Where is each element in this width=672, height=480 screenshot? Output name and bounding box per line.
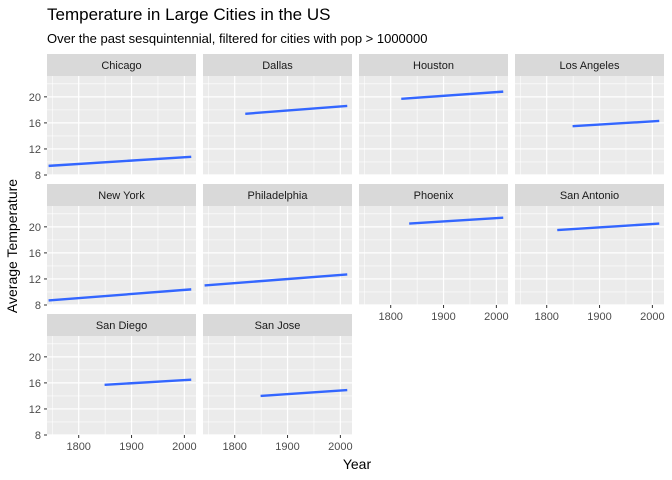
facet-strip bbox=[515, 184, 664, 206]
facet-strip-label: Chicago bbox=[101, 60, 141, 72]
x-tick-label: 2000 bbox=[328, 441, 352, 453]
y-tick-label: 8 bbox=[35, 300, 41, 312]
y-tick-label: 8 bbox=[35, 430, 41, 442]
facet-panel bbox=[203, 336, 352, 435]
facet-san-jose: San Jose 1800 1900 2000 bbox=[203, 314, 353, 453]
trend-line-dallas bbox=[245, 104, 348, 115]
facet-strip bbox=[203, 314, 352, 336]
x-tick-label: 1800 bbox=[378, 311, 402, 323]
facet-strip bbox=[359, 184, 508, 206]
facet-strip-label: Houston bbox=[413, 60, 454, 72]
x-tick-label: 1900 bbox=[119, 441, 143, 453]
chart-title: Temperature in Large Cities in the US bbox=[47, 5, 330, 24]
facet-strip bbox=[203, 54, 352, 76]
facet-san-antonio: San Antonio 1800 1900 2000 bbox=[515, 184, 665, 323]
facet-dallas: Dallas bbox=[203, 54, 352, 176]
facet-strip bbox=[203, 184, 352, 206]
facet-panel bbox=[203, 76, 352, 175]
facet-strip-label: Dallas bbox=[262, 60, 293, 72]
facet-panel bbox=[203, 206, 352, 305]
facet-grid: Chicago 8 12 16 20 Dallas Houston Los Angeles Ne… bbox=[29, 54, 665, 453]
facet-houston: Houston bbox=[359, 54, 508, 176]
facet-los-angeles: Los Angeles bbox=[515, 54, 664, 176]
x-tick-label: 1900 bbox=[587, 311, 611, 323]
facet-strip bbox=[359, 54, 508, 76]
facet-chicago: Chicago 8 12 16 20 bbox=[29, 54, 196, 182]
facet-panel bbox=[359, 76, 508, 175]
y-axis-title: Average Temperature bbox=[4, 179, 20, 313]
trend-line-san-jose bbox=[260, 388, 348, 398]
x-tick-label: 2000 bbox=[640, 311, 664, 323]
facet-strip bbox=[47, 314, 196, 336]
trend-line-los-angeles bbox=[572, 119, 660, 128]
trend-line-philadelphia bbox=[204, 273, 348, 287]
y-tick-label: 12 bbox=[29, 404, 41, 416]
x-tick-label: 1800 bbox=[66, 441, 90, 453]
facet-panel bbox=[47, 336, 196, 435]
facet-strip-label: San Jose bbox=[255, 320, 301, 332]
chart-subtitle: Over the past sesquintennial, filtered f… bbox=[47, 31, 427, 46]
facet-panel bbox=[515, 206, 664, 305]
y-tick-label: 8 bbox=[35, 170, 41, 182]
x-tick-label: 1900 bbox=[431, 311, 455, 323]
y-tick-label: 16 bbox=[29, 248, 41, 260]
facet-new-york: New York 8 12 16 20 bbox=[29, 184, 196, 312]
facet-strip bbox=[47, 184, 196, 206]
x-tick-label: 1800 bbox=[222, 441, 246, 453]
facet-panel bbox=[359, 206, 508, 305]
facet-panel bbox=[47, 206, 196, 305]
trend-line-san-antonio bbox=[557, 222, 660, 232]
y-tick-label: 20 bbox=[29, 352, 41, 364]
x-tick-label: 1800 bbox=[534, 311, 558, 323]
trend-line-phoenix bbox=[409, 216, 504, 225]
x-tick-label: 1900 bbox=[275, 441, 299, 453]
trend-line-houston bbox=[401, 90, 504, 100]
facet-strip-label: New York bbox=[98, 190, 145, 202]
facet-strip-label: Phoenix bbox=[414, 190, 454, 202]
trend-line-chicago bbox=[48, 155, 192, 168]
facet-strip-label: San Diego bbox=[96, 320, 147, 332]
y-tick-label: 20 bbox=[29, 92, 41, 104]
facet-strip-label: San Antonio bbox=[560, 190, 619, 202]
facet-phoenix: Phoenix 1800 1900 2000 bbox=[359, 184, 509, 323]
facet-san-diego: San Diego 8 12 16 20 1800 1900 2000 bbox=[29, 314, 197, 453]
x-tick-label: 2000 bbox=[172, 441, 196, 453]
y-tick-label: 12 bbox=[29, 144, 41, 156]
x-tick-label: 2000 bbox=[484, 311, 508, 323]
facet-strip bbox=[47, 54, 196, 76]
facet-strip bbox=[515, 54, 664, 76]
facet-philadelphia: Philadelphia bbox=[203, 184, 352, 306]
trend-line-san-diego bbox=[104, 378, 192, 387]
x-axis-title: Year bbox=[343, 456, 372, 472]
y-tick-label: 16 bbox=[29, 378, 41, 390]
facet-strip-label: Los Angeles bbox=[560, 60, 620, 72]
trend-line-new-york bbox=[48, 288, 192, 302]
y-tick-label: 12 bbox=[29, 274, 41, 286]
y-tick-label: 16 bbox=[29, 118, 41, 130]
y-tick-label: 20 bbox=[29, 222, 41, 234]
facet-strip-label: Philadelphia bbox=[248, 190, 309, 202]
